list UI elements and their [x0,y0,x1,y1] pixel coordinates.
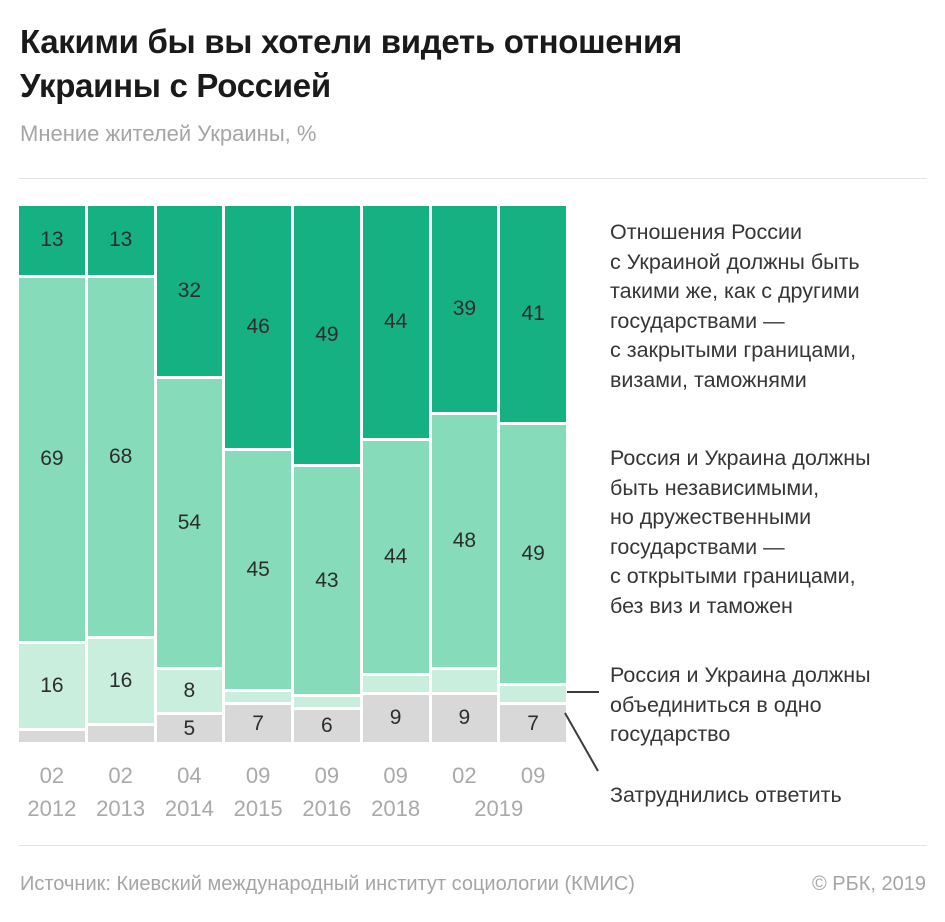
segment-value-label: 32 [177,279,202,303]
segment-same-as-other-states: 44 [362,206,429,438]
x-tick-year: 2013 [96,796,146,821]
segment-value-label: 13 [40,228,64,252]
bar-02-2012: 13 69 16 [19,206,85,742]
segment-value-label: 48 [452,529,477,552]
segment-unite-one-state [225,691,291,703]
page-subtitle: Мнение жителей Украины, % [20,121,317,146]
segment-undecided: 9 [431,694,498,742]
segment-unite-one-state: 16 [19,644,85,729]
segment-value-label: 39 [452,296,477,320]
bar-09-2015: 46 45 7 [225,206,291,743]
segment-value-label: 49 [521,542,545,566]
segment-undecided [87,726,154,742]
segment-same-as-other-states: 46 [225,206,291,449]
x-tick-month: 09 [314,763,340,788]
segment-undecided: 6 [294,710,360,743]
segment-same-as-other-states: 32 [156,206,223,377]
segment-value-label: 69 [40,447,64,471]
segment-independent-friendly: 69 [19,277,85,642]
x-tick-year: 2015 [233,796,283,821]
segment-independent-friendly: 54 [156,379,223,667]
segment-unite-one-state [431,670,498,692]
segment-undecided: 7 [225,705,291,743]
segment-unite-one-state [500,686,566,703]
segment-undecided [19,731,85,742]
segment-independent-friendly: 43 [294,467,360,694]
segment-value-label: 8 [183,679,196,703]
segment-unite-one-state: 8 [156,669,223,713]
segment-independent-friendly: 48 [431,414,498,668]
x-tick-month: 09 [520,763,546,788]
segment-unite-one-state [294,696,360,708]
segment-value-label: 9 [458,706,471,730]
x-tick-month: 02 [452,763,477,788]
x-tick-month: 09 [245,763,271,788]
x-axis-month-labels: 02 02 04 09 09 09 02 09 [19,763,566,789]
bar-09-2018: 44 44 9 [362,206,429,742]
bar-09-2019: 41 49 7 [500,206,566,742]
segment-undecided: 5 [156,715,223,742]
pointer-line-undecided [564,712,599,772]
segment-undecided: 9 [362,694,429,742]
segment-value-label: 49 [315,323,339,347]
x-tick-month: 04 [177,763,202,788]
x-tick-year: 2014 [164,796,214,821]
segment-same-as-other-states: 41 [500,206,566,423]
x-tick-year: 2019 [474,796,524,821]
page-title: Какими бы вы хотели видеть отношения Укр… [20,23,682,104]
segment-value-label: 45 [246,558,270,581]
segment-value-label: 16 [108,669,133,693]
segment-independent-friendly: 68 [87,277,154,636]
segment-value-label: 7 [252,711,264,735]
segment-value-label: 68 [108,444,133,468]
segment-value-label: 6 [321,714,333,738]
segment-value-label: 16 [40,674,64,698]
segment-independent-friendly: 44 [362,440,429,673]
segment-value-label: 41 [521,302,545,326]
segment-value-label: 13 [108,228,133,252]
segment-value-label: 9 [389,706,402,730]
segment-value-label: 44 [383,544,408,568]
x-tick-year: 2016 [302,796,352,821]
x-tick-year: 2018 [371,796,421,821]
top-divider [19,178,927,179]
segment-same-as-other-states: 39 [431,206,498,412]
x-tick-year: 2012 [27,796,77,821]
bar-04-2014: 32 54 8 5 [156,206,223,742]
bottom-divider [19,845,927,846]
bar-02-2013: 13 68 16 [87,206,154,742]
segment-value-label: 44 [383,309,408,333]
bar-09-2016: 49 43 6 [294,206,360,743]
segment-value-label: 43 [315,568,339,592]
segment-same-as-other-states: 49 [294,206,360,465]
segment-value-label: 7 [527,711,539,735]
segment-undecided: 7 [500,705,566,742]
x-tick-month: 02 [39,763,65,788]
segment-unite-one-state [362,675,429,692]
bar-02-2019: 39 48 9 [431,206,498,742]
segment-unite-one-state: 16 [87,638,154,724]
segment-independent-friendly: 45 [225,451,291,689]
segment-value-label: 5 [183,716,196,740]
stacked-bar-chart: 13 69 16 13 68 16 32 54 8 5 46 45 7 49 43 6 44 44 9 39 48 9 41… [19,206,566,743]
copyright: © РБК, 2019 [811,873,926,895]
segment-value-label: 46 [246,315,270,339]
x-tick-month: 02 [108,763,133,788]
source-credit: Источник: Киевский международный институ… [20,873,635,895]
segment-value-label: 54 [177,511,202,535]
x-tick-month: 09 [383,763,408,788]
segment-independent-friendly: 49 [500,425,566,684]
x-axis-year-labels: 2012 2013 2014 2015 2016 2018 2019 [19,796,566,824]
segment-same-as-other-states: 13 [87,206,154,275]
segment-same-as-other-states: 13 [19,206,85,275]
